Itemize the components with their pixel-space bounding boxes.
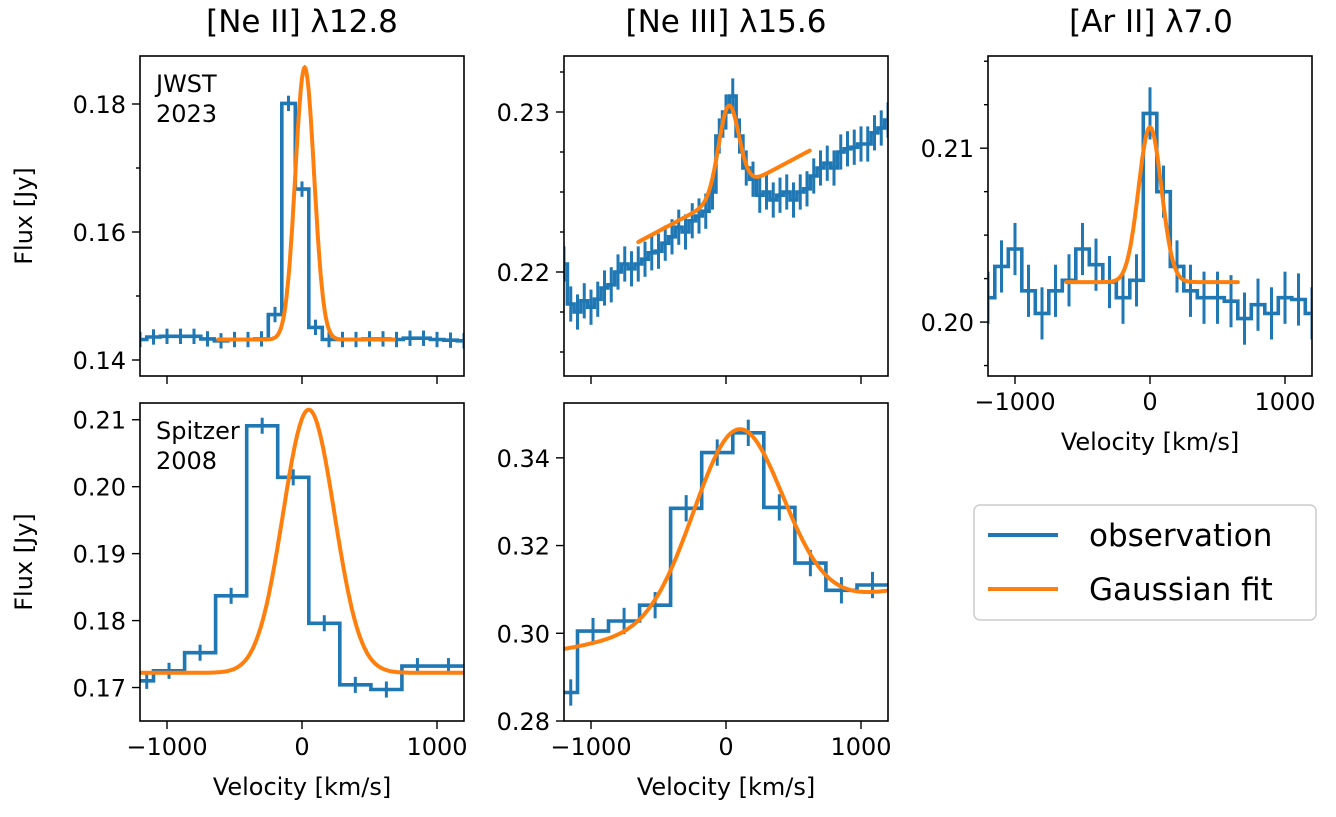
- gaussian-fit-line: [1064, 125, 1240, 285]
- plot-area: [140, 407, 464, 698]
- y-tick-label: 0.21: [73, 407, 126, 435]
- instrument-annotation: 2008: [156, 447, 217, 475]
- y-axis-label: Flux [Jy]: [10, 167, 38, 265]
- x-tick-label: 0: [294, 733, 309, 761]
- gaussian-fit-line: [140, 407, 464, 675]
- plot-area: [140, 64, 464, 349]
- x-tick-label: −1000: [126, 733, 207, 761]
- x-tick-label: −1000: [550, 733, 631, 761]
- y-tick-label: 0.16: [73, 219, 126, 247]
- y-tick-label: 0.19: [73, 541, 126, 569]
- y-tick-label: 0.20: [73, 474, 126, 502]
- x-tick-label: 0: [718, 733, 733, 761]
- y-tick-label: 0.18: [73, 608, 126, 636]
- legend: observation Gaussian fit: [973, 504, 1317, 621]
- panel-neiii-jwst: [Ne III] λ15.6 0.22 0.23: [497, 4, 889, 384]
- panel-neiii-spitzer: −1000 0 1000 0.28 0.30 0.32 0.34 Velocity [km/s…: [497, 402, 892, 801]
- y-tick-label: 0.34: [497, 445, 550, 473]
- panel-title: [Ne II] λ12.8: [206, 4, 398, 40]
- gaussian-fit-line: [216, 64, 396, 342]
- panel-title: [Ar II] λ7.0: [1069, 4, 1233, 40]
- y-axis-label: Flux [Jy]: [10, 513, 38, 611]
- y-tick-label: 0.14: [73, 347, 126, 375]
- y-tick-label: 0.21: [921, 135, 974, 163]
- y-tick-label: 0.23: [497, 99, 550, 127]
- x-tick-label: 1000: [406, 733, 467, 761]
- x-axis-label: Velocity [km/s]: [213, 773, 391, 801]
- y-tick-label: 0.22: [497, 259, 550, 287]
- x-tick-label: 1000: [1254, 388, 1315, 416]
- observation-line: [564, 431, 888, 695]
- observation-line: [988, 111, 1312, 321]
- axes-frame: [563, 402, 889, 722]
- gaussian-fit-line: [636, 103, 812, 244]
- legend-box: [973, 504, 1317, 621]
- plot-area: [564, 78, 888, 330]
- instrument-annotation: JWST: [154, 70, 217, 98]
- panel-neii-jwst: [Ne II] λ12.8 0.14 0.16 0.18 Flux [Jy] JWST2…: [10, 4, 465, 384]
- y-tick-label: 0.30: [497, 620, 550, 648]
- legend-observation-label: observation: [1089, 518, 1272, 554]
- plot-area: [988, 87, 1312, 345]
- y-tick-label: 0.17: [73, 675, 126, 703]
- instrument-annotation: Spitzer: [156, 417, 240, 445]
- y-tick-label: 0.32: [497, 533, 550, 561]
- panel-neii-spitzer: −1000 0 1000 0.17 0.18 0.19 0.20 0.21 Velocity […: [10, 402, 468, 801]
- instrument-annotation: 2023: [156, 100, 217, 128]
- legend-fit-label: Gaussian fit: [1089, 572, 1273, 608]
- x-axis-label: Velocity [km/s]: [637, 773, 815, 801]
- x-tick-label: 1000: [830, 733, 891, 761]
- panel-arii-jwst: [Ar II] λ7.0 −1000 0 1000 0.20 0.21 Velocity …: [921, 4, 1316, 456]
- plot-area: [564, 419, 888, 706]
- observation-line: [140, 101, 464, 343]
- x-tick-label: −1000: [974, 388, 1055, 416]
- y-tick-label: 0.18: [73, 91, 126, 119]
- observation-line: [140, 424, 464, 692]
- gaussian-fit-line: [564, 427, 888, 651]
- x-axis-label: Velocity [km/s]: [1061, 428, 1239, 456]
- panel-title: [Ne III] λ15.6: [626, 4, 827, 40]
- x-tick-label: 0: [1142, 388, 1157, 416]
- y-tick-label: 0.28: [497, 708, 550, 736]
- y-tick-label: 0.20: [921, 309, 974, 337]
- observation-line: [564, 94, 888, 314]
